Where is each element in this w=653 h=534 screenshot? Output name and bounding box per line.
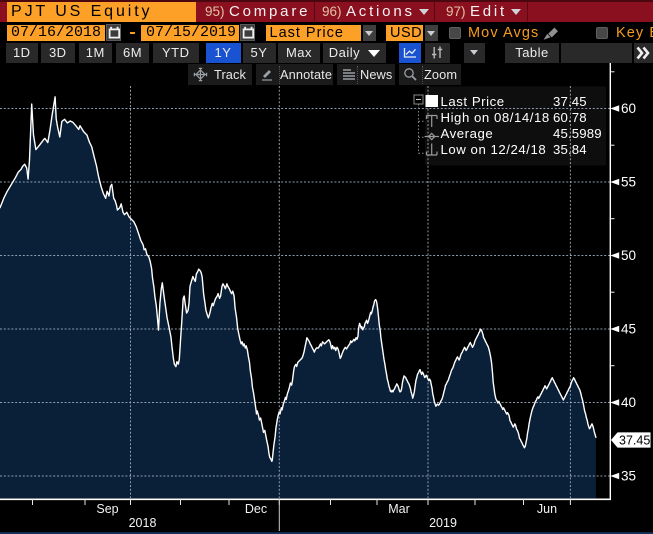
- svg-text:Mar: Mar: [388, 502, 410, 516]
- svg-text:35: 35: [621, 469, 636, 484]
- svg-text:Low on 12/24/18: Low on 12/24/18: [441, 142, 547, 157]
- svg-text:Dec: Dec: [245, 502, 267, 516]
- svg-text:37.45: 37.45: [619, 434, 650, 448]
- svg-text:2019: 2019: [429, 516, 457, 530]
- svg-text:Average: Average: [441, 126, 494, 141]
- svg-text:37.45: 37.45: [553, 94, 587, 109]
- svg-text:High on 08/14/18: High on 08/14/18: [441, 110, 550, 125]
- svg-text:55: 55: [621, 175, 636, 190]
- svg-text:50: 50: [621, 248, 636, 263]
- svg-text:2018: 2018: [129, 516, 157, 530]
- svg-text:45: 45: [621, 322, 636, 337]
- svg-text:40: 40: [621, 395, 636, 410]
- svg-text:Sep: Sep: [96, 502, 118, 516]
- svg-text:60: 60: [621, 101, 636, 116]
- svg-text:Jun: Jun: [537, 502, 557, 516]
- svg-text:45.5989: 45.5989: [553, 126, 602, 141]
- svg-text:35.84: 35.84: [553, 142, 587, 157]
- svg-text:60.78: 60.78: [553, 110, 587, 125]
- svg-text:Last Price: Last Price: [441, 94, 505, 109]
